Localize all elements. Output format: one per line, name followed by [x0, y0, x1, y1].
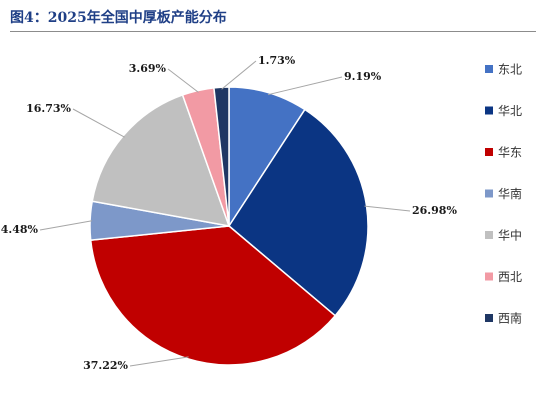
leader-line-7 — [221, 60, 257, 90]
legend-swatch-5 — [485, 231, 493, 239]
legend-label-3: 华东 — [498, 146, 522, 160]
data-labels: 9.19% 26.98% 37.22% 4.48% 16.73% 3.69% 1.73% — [1, 54, 458, 372]
pie-slice-3 — [89, 225, 337, 366]
data-label-6: 3.69% — [129, 62, 167, 75]
data-label-5: 16.73% — [26, 102, 71, 115]
data-label-1: 9.19% — [344, 70, 382, 83]
pie-slice-1 — [228, 86, 306, 229]
leader-line-6 — [167, 68, 199, 93]
leader-line-2 — [364, 205, 411, 212]
data-label-2: 26.98% — [412, 204, 457, 217]
leader-line-3 — [129, 356, 189, 367]
legend-label-7: 西南 — [498, 311, 522, 326]
data-label-3: 37.22% — [83, 359, 128, 372]
legend-label-4: 华南 — [498, 186, 522, 201]
leader-line-1 — [267, 76, 343, 96]
leader-lines — [39, 60, 411, 367]
pie-slices — [89, 86, 369, 366]
legend-swatch-1 — [485, 65, 493, 73]
legend-swatch-6 — [485, 272, 493, 281]
legend-label-6: 西北 — [498, 270, 522, 284]
legend-label-5: 华中 — [498, 228, 522, 243]
data-label-4: 4.48% — [1, 223, 39, 236]
title-divider — [10, 31, 536, 32]
leader-line-5 — [72, 108, 125, 138]
legend-label-2: 华北 — [498, 104, 522, 118]
legend-label-1: 东北 — [498, 63, 522, 77]
pie-slice-2 — [228, 108, 369, 317]
leader-line-4 — [39, 220, 93, 231]
chart-title: 图4：2025年全国中厚板产能分布 — [10, 10, 227, 26]
legend-swatch-3 — [485, 148, 493, 156]
legend-swatch-2 — [485, 106, 493, 115]
data-label-7: 1.73% — [258, 54, 296, 67]
pie-slice-7 — [213, 86, 230, 227]
legend-swatch-7 — [485, 314, 493, 322]
legend-swatch-4 — [485, 189, 493, 198]
